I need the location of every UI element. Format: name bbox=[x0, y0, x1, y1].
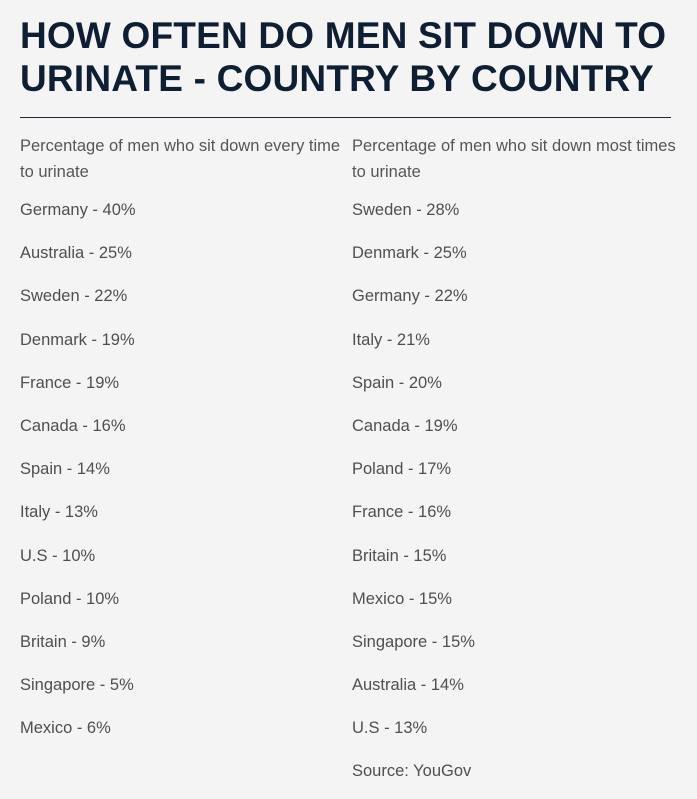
list-item: Australia - 14% bbox=[352, 676, 464, 695]
list-item: U.S - 13% bbox=[352, 719, 428, 738]
list-item: Italy - 13% bbox=[20, 503, 98, 522]
list-item: Poland - 10% bbox=[20, 589, 120, 608]
list-item: Spain - 20% bbox=[352, 373, 442, 392]
country-list: Germany - 40% Australia - 25% Sweden - 2… bbox=[20, 200, 350, 761]
list-item: Canada - 19% bbox=[352, 416, 458, 435]
list-item: Sweden - 28% bbox=[352, 201, 460, 219]
country-list: Sweden - 28% Denmark - 25% Germany - 22%… bbox=[352, 200, 682, 761]
list-item: Germany - 22% bbox=[352, 287, 468, 306]
column-header: Percentage of men who sit down most time… bbox=[352, 137, 676, 181]
list-item: Britain - 15% bbox=[352, 546, 447, 565]
page-title: HOW OFTEN DO MEN SIT DOWN TO URINATE - C… bbox=[20, 15, 667, 99]
column-header: Percentage of men who sit down every tim… bbox=[20, 137, 341, 181]
list-item: Denmark - 25% bbox=[352, 244, 467, 263]
list-item: Spain - 14% bbox=[20, 460, 110, 479]
list-item: Singapore - 5% bbox=[20, 676, 134, 695]
list-item: Britain - 9% bbox=[20, 632, 106, 651]
list-item: Mexico - 6% bbox=[20, 719, 111, 738]
title-divider bbox=[20, 117, 671, 118]
list-item: Poland - 17% bbox=[352, 460, 452, 479]
list-item: Canada - 16% bbox=[20, 416, 126, 435]
list-item: Mexico - 15% bbox=[352, 589, 452, 608]
list-item: Australia - 25% bbox=[20, 244, 132, 263]
list-item: France - 19% bbox=[20, 373, 120, 392]
source-note: Source: YouGov bbox=[352, 762, 472, 781]
list-item: Denmark - 19% bbox=[20, 330, 135, 349]
list-item: France - 16% bbox=[352, 503, 452, 522]
list-item: Italy - 21% bbox=[352, 330, 430, 349]
column-every-time: Percentage of men who sit down every tim… bbox=[20, 133, 350, 761]
list-item: Germany - 40% bbox=[20, 201, 136, 219]
list-item: Singapore - 15% bbox=[352, 632, 475, 651]
list-item: U.S - 10% bbox=[20, 546, 96, 565]
list-item: Sweden - 22% bbox=[20, 287, 128, 306]
column-most-times: Percentage of men who sit down most time… bbox=[352, 133, 682, 781]
